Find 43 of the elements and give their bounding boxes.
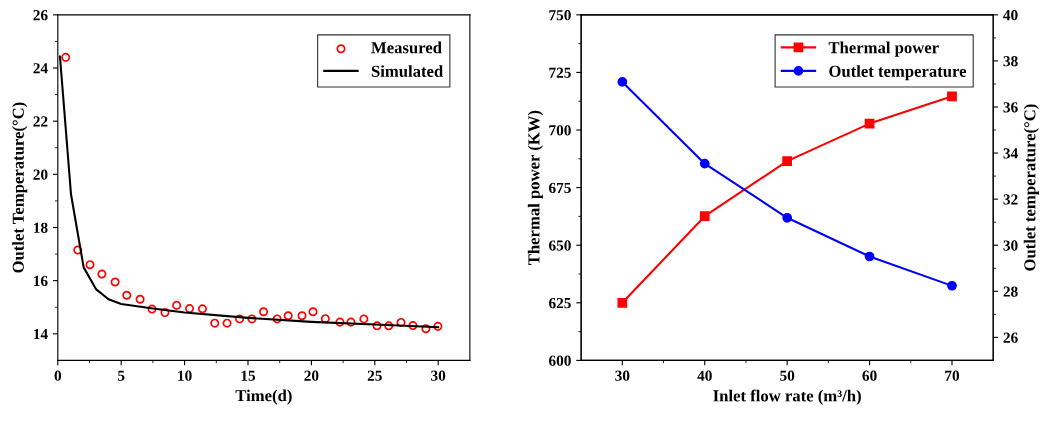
y-tick-label: 700 bbox=[549, 125, 571, 136]
y2-tick-label: 30 bbox=[1003, 240, 1018, 251]
y-tick-label: 725 bbox=[549, 67, 571, 78]
y2-tick-label: 32 bbox=[1003, 194, 1018, 205]
y-tick-label: 16 bbox=[34, 275, 48, 287]
y-tick-label: 24 bbox=[33, 63, 48, 74]
y-tick-label: 14 bbox=[34, 329, 48, 340]
y-axis-title: Outlet Temperature(°C) bbox=[12, 102, 28, 273]
x-tick-label: 40 bbox=[697, 370, 712, 381]
y2-tick-label: 34 bbox=[1003, 148, 1018, 159]
y-tick-label: 600 bbox=[549, 355, 571, 366]
y-tick-label: 18 bbox=[34, 222, 48, 233]
y2-tick-label: 26 bbox=[1003, 332, 1018, 343]
x-tick-label: 20 bbox=[304, 370, 319, 381]
x-tick-label: 30 bbox=[615, 370, 630, 381]
y2-tick-label: 40 bbox=[1003, 9, 1018, 21]
legend-label: Measured bbox=[371, 41, 442, 54]
x-tick-label: 50 bbox=[780, 370, 795, 381]
x-tick-label: 60 bbox=[862, 370, 877, 381]
y-tick-label: 625 bbox=[549, 297, 571, 309]
y-axis-title: Thermal power (KW) bbox=[527, 110, 543, 265]
y-tick-label: 20 bbox=[33, 169, 48, 180]
y2-tick-label: 36 bbox=[1003, 102, 1018, 113]
x-tick-label: 5 bbox=[117, 370, 125, 381]
x-axis-title: Time(d) bbox=[235, 389, 292, 405]
y-tick-label: 22 bbox=[33, 116, 48, 127]
x-tick-label: 25 bbox=[367, 370, 382, 381]
x-tick-label: 70 bbox=[945, 370, 960, 381]
x-tick-label: 10 bbox=[178, 370, 192, 381]
y-tick-label: 675 bbox=[549, 182, 571, 194]
y-tick-label: 26 bbox=[33, 10, 48, 21]
x-tick-label: 0 bbox=[54, 370, 62, 381]
x-axis-title: Inlet flow rate (m³/h) bbox=[713, 389, 861, 405]
x-tick-label: 30 bbox=[431, 370, 446, 381]
y2-tick-label: 28 bbox=[1003, 286, 1018, 297]
y-tick-label: 750 bbox=[549, 9, 571, 21]
y-tick-label: 650 bbox=[549, 240, 571, 251]
x-tick-label: 15 bbox=[241, 370, 256, 381]
y2-axis-title: Outlet temperature(°C) bbox=[1023, 104, 1039, 271]
legend-label: Outlet temperature bbox=[829, 65, 967, 81]
legend-label: Thermal power bbox=[828, 41, 939, 57]
legend-label: Simulated bbox=[371, 65, 444, 77]
y2-tick-label: 38 bbox=[1003, 56, 1018, 67]
